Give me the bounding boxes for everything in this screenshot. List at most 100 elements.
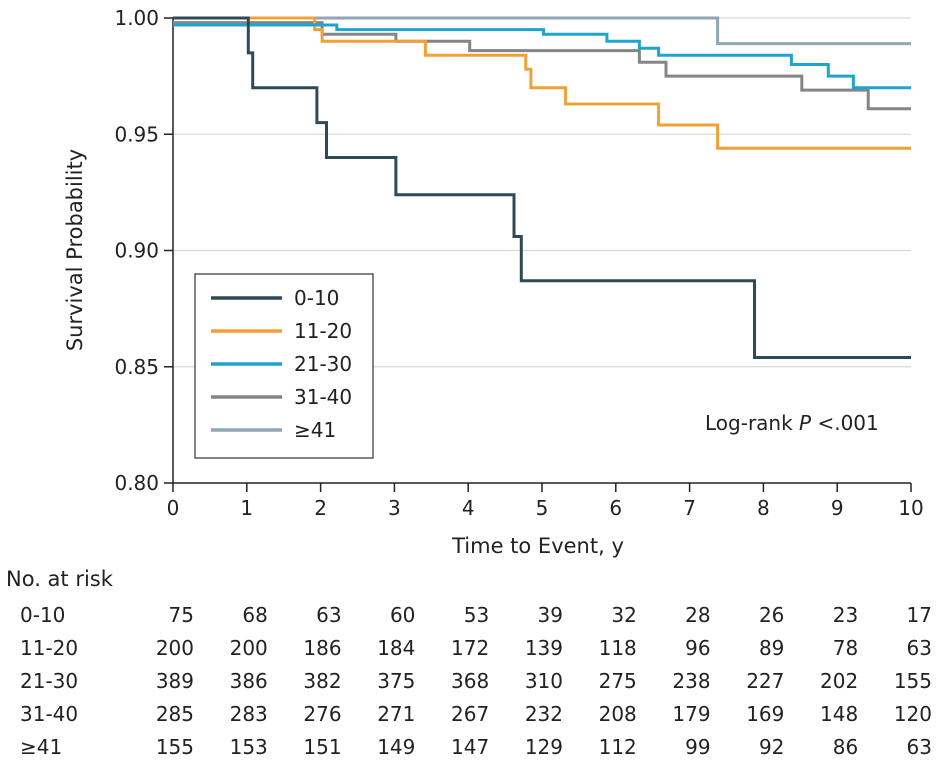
risk-row: 0-10 75 68 63 60 53 39 32 28 26 23 17: [0, 603, 940, 636]
risk-cell: 60: [389, 603, 416, 627]
x-tick-label: 5: [536, 496, 549, 520]
series-line-0-10: [173, 16, 911, 359]
risk-cell: 200: [229, 636, 268, 660]
risk-cell: 200: [155, 636, 194, 660]
risk-cell: 238: [672, 669, 711, 693]
risk-cell: 276: [303, 702, 342, 726]
risk-cell: 186: [303, 636, 342, 660]
x-tick-label: 8: [757, 496, 770, 520]
risk-cell: 129: [524, 735, 563, 759]
risk-row: ≥41 155 153 151 149 147 129 112 99 92 86 63: [0, 735, 940, 768]
x-tick-label: 1: [240, 496, 253, 520]
legend: 0-10 11-20 21-30 31-40 ≥41: [194, 273, 374, 459]
risk-row: 31-40 285 283 276 271 267 232 208 179 169 148 120: [0, 702, 940, 735]
x-tick-label: 6: [609, 496, 622, 520]
series-line-11-20: [173, 16, 911, 150]
risk-cell: 17: [906, 603, 932, 627]
risk-row-label: 11-20: [20, 636, 79, 660]
risk-cell: 23: [832, 603, 859, 627]
risk-row-label: 0-10: [20, 603, 66, 627]
legend-label: ≥41: [294, 418, 336, 442]
risk-cell: 368: [451, 669, 490, 693]
risk-cell: 151: [303, 735, 342, 759]
risk-cell: 86: [832, 735, 859, 759]
axes: 0.80 0.85 0.90 0.95 1.00 0 1 2 3 4 5 6 7 8 9 10: [114, 6, 923, 520]
risk-cell: 232: [524, 702, 563, 726]
risk-table-title: No. at risk: [6, 567, 113, 591]
legend-box: [194, 273, 374, 459]
risk-cell: 26: [758, 603, 785, 627]
x-axis-title: Time to Event, y: [451, 534, 624, 558]
risk-cell: 53: [463, 603, 490, 627]
risk-cell: 68: [242, 603, 268, 627]
risk-cell: 153: [229, 735, 268, 759]
risk-cell: 227: [746, 669, 785, 693]
risk-cell: 155: [893, 669, 932, 693]
x-tick-label: 10: [898, 496, 923, 520]
series-line-31-40: [173, 21, 911, 111]
risk-cell: 148: [820, 702, 859, 726]
risk-row-label: 21-30: [20, 669, 79, 693]
x-tick-label: 2: [314, 496, 327, 520]
risk-cell: 149: [377, 735, 416, 759]
risk-cell: 275: [598, 669, 637, 693]
risk-cell: 283: [229, 702, 268, 726]
risk-cell: 169: [746, 702, 785, 726]
risk-cell: 75: [168, 603, 194, 627]
legend-label: 21-30: [294, 352, 352, 376]
series-line-≥41: [173, 16, 911, 46]
risk-cell: 382: [303, 669, 342, 693]
y-axis-title: Survival Probability: [63, 149, 87, 351]
risk-cell: 179: [672, 702, 711, 726]
series-line-21-30: [173, 23, 911, 90]
risk-cell: 147: [451, 735, 490, 759]
legend-label: 31-40: [294, 385, 352, 409]
x-tick-label: 9: [831, 496, 844, 520]
annotation-p: P: [799, 411, 812, 435]
risk-cell: 155: [155, 735, 194, 759]
y-tick-label: 1.00: [114, 6, 159, 30]
risk-cell: 118: [598, 636, 637, 660]
x-tick-label: 3: [388, 496, 401, 520]
risk-cell: 39: [537, 603, 563, 627]
risk-row: 21-30 389 386 382 375 368 310 275 238 227 202 155: [0, 669, 940, 702]
risk-row-label: ≥41: [20, 735, 63, 759]
risk-cell: 120: [893, 702, 932, 726]
risk-cell: 139: [524, 636, 563, 660]
legend-label: 11-20: [294, 319, 352, 343]
risk-cell: 99: [685, 735, 711, 759]
x-tick-label: 0: [167, 496, 180, 520]
risk-cell: 271: [377, 702, 416, 726]
risk-cell: 96: [685, 636, 711, 660]
risk-table: No. at risk 0-10 75 68 63 60 53 39 32 28 26 23 17 11…: [0, 562, 940, 764]
risk-row-label: 31-40: [20, 702, 79, 726]
risk-cell: 375: [377, 669, 416, 693]
risk-cell: 92: [758, 735, 785, 759]
legend-label: 0-10: [294, 286, 339, 310]
risk-cell: 172: [451, 636, 490, 660]
risk-cell: 63: [316, 603, 342, 627]
annotation-suffix: <.001: [811, 411, 879, 435]
risk-cell: 184: [377, 636, 416, 660]
risk-cell: 78: [832, 636, 859, 660]
survival-chart: 0.80 0.85 0.90 0.95 1.00 0 1 2 3 4 5 6 7 8 9 10 Surviva…: [63, 6, 924, 558]
annotation-prefix: Log-rank: [705, 411, 799, 435]
risk-cell: 32: [611, 603, 637, 627]
x-tick-label: 7: [683, 496, 696, 520]
y-tick-label: 0.90: [114, 239, 159, 263]
risk-cell: 112: [598, 735, 637, 759]
risk-cell: 386: [229, 669, 268, 693]
risk-cell: 267: [451, 702, 490, 726]
risk-row: 11-20 200 200 186 184 172 139 118 96 89 78 63: [0, 636, 940, 669]
risk-cell: 202: [820, 669, 859, 693]
risk-cell: 208: [598, 702, 637, 726]
y-tick-label: 0.85: [114, 355, 159, 379]
risk-cell: 63: [906, 735, 932, 759]
x-tick-label: 4: [462, 496, 475, 520]
y-tick-label: 0.95: [114, 122, 159, 146]
risk-cell: 28: [685, 603, 711, 627]
series-lines: [173, 16, 911, 359]
risk-cell: 285: [155, 702, 194, 726]
y-tick-label: 0.80: [114, 471, 159, 495]
risk-cell: 89: [758, 636, 785, 660]
